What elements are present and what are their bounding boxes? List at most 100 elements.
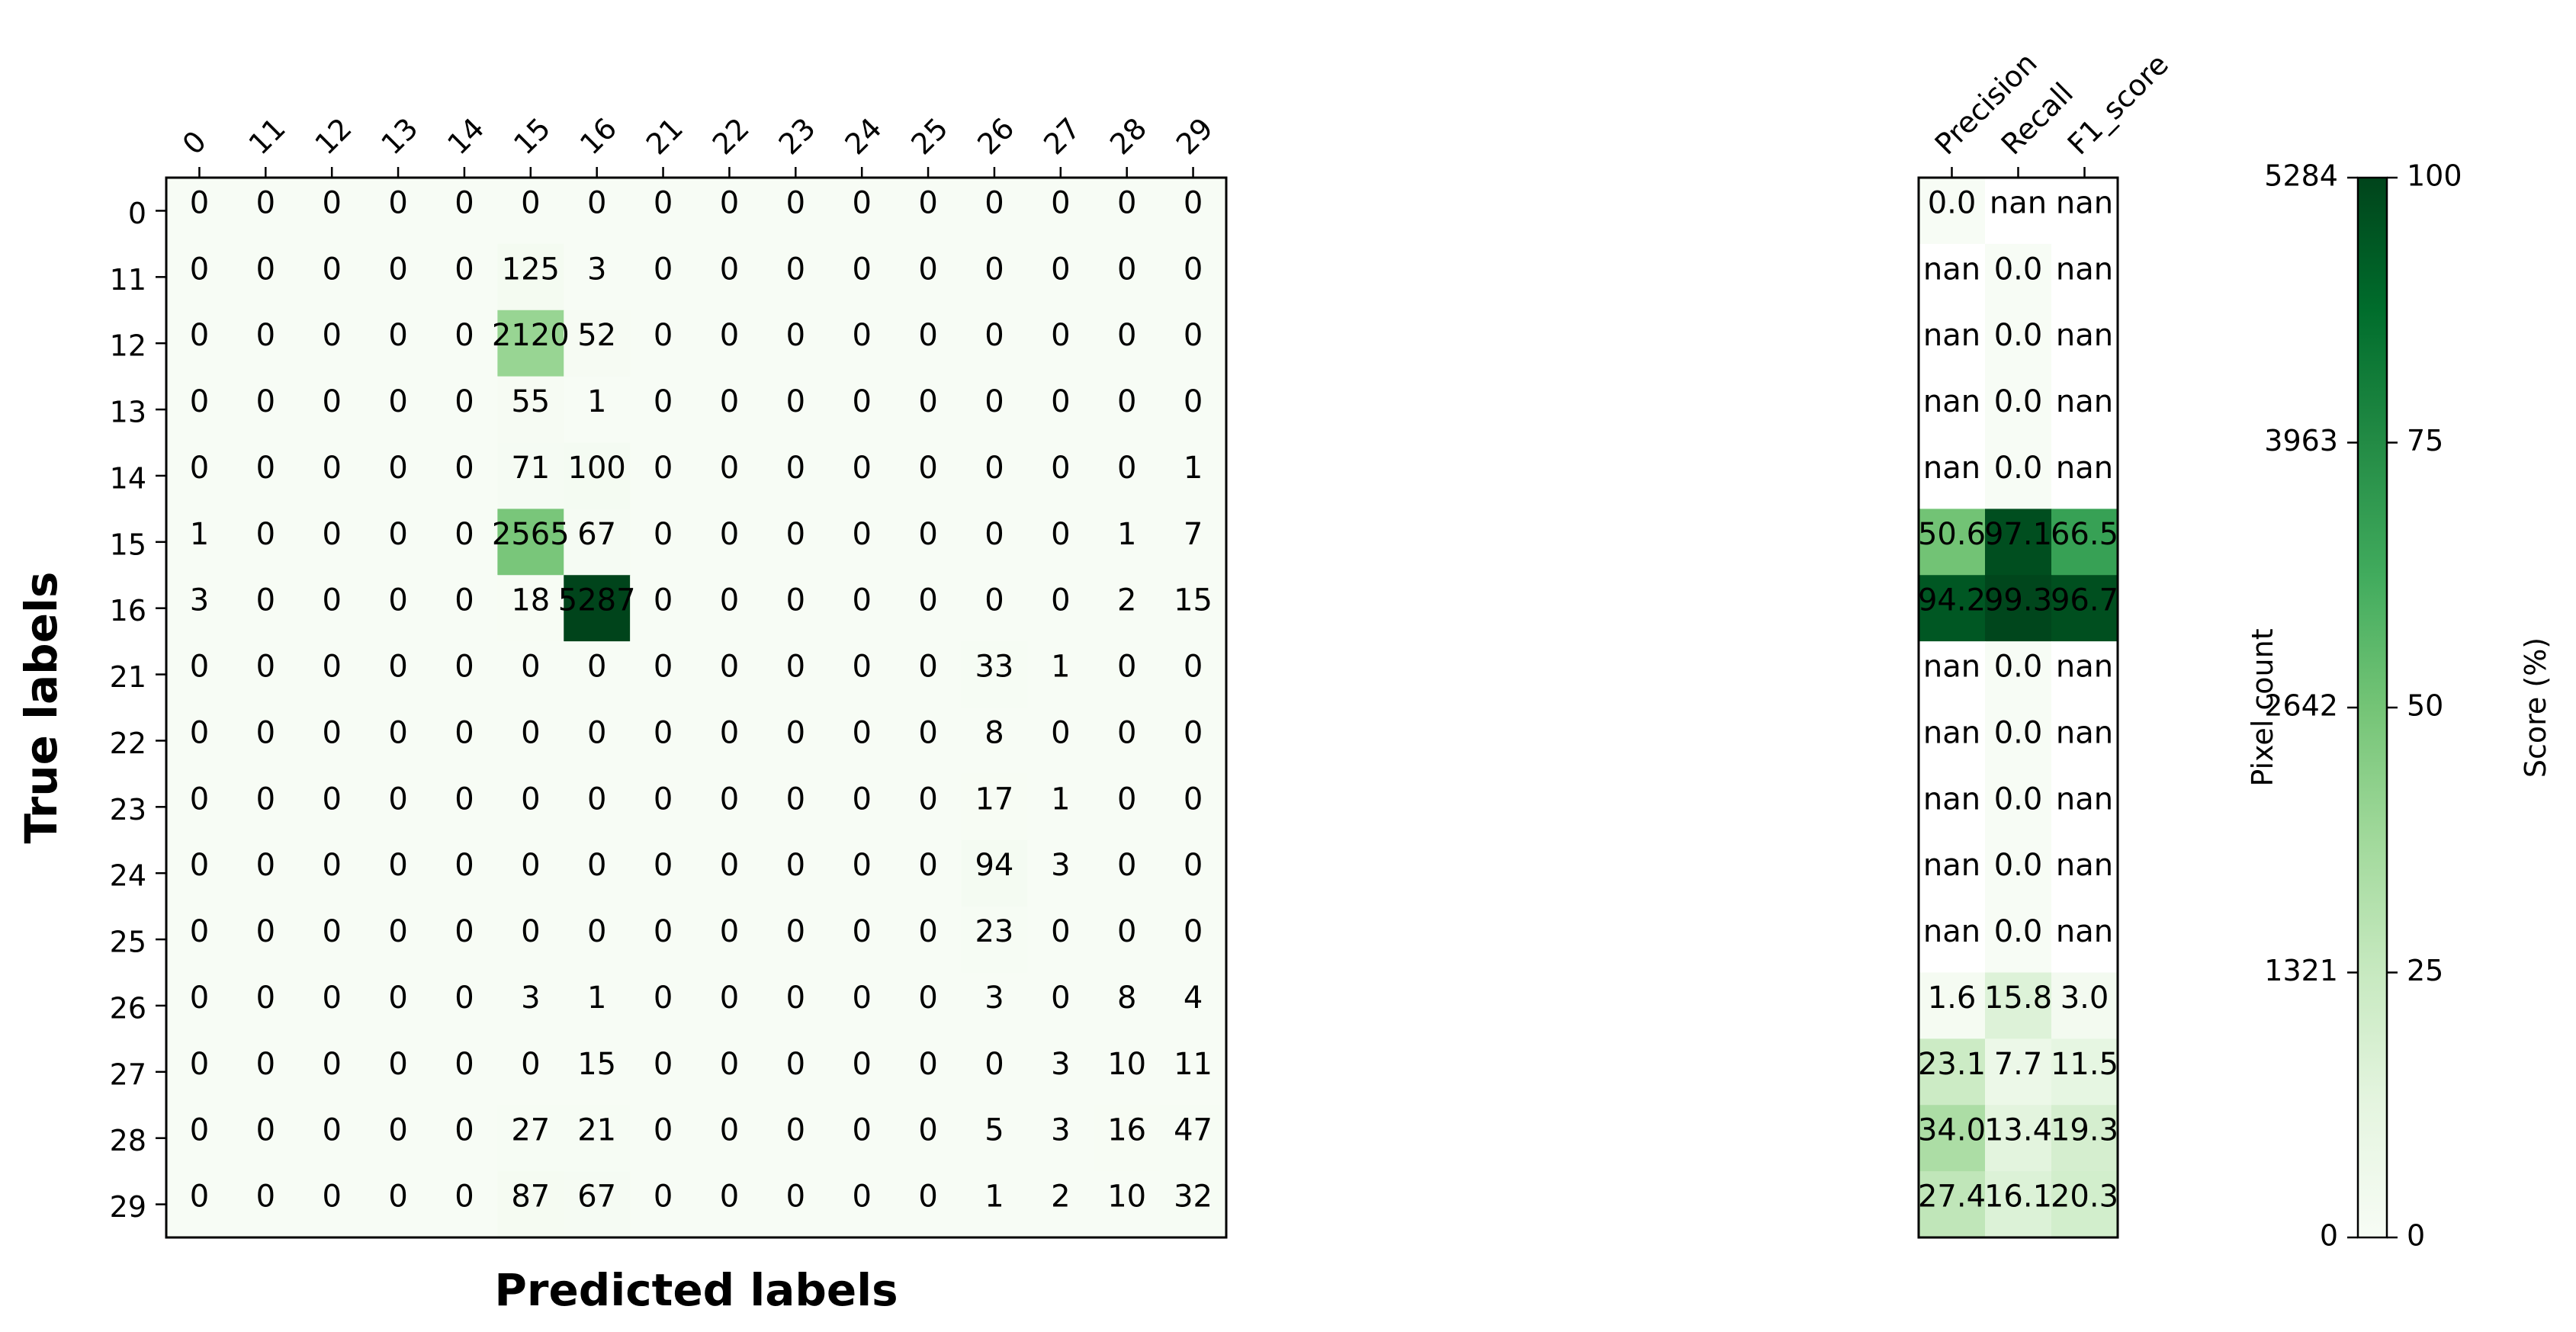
x-axis-title: Predicted labels xyxy=(494,1264,898,1316)
cell-value-label: 0 xyxy=(190,1047,209,1082)
heatmap-cell xyxy=(895,310,962,377)
metric-value-label: 99.3 xyxy=(1984,583,2052,618)
heatmap-cell xyxy=(564,178,631,245)
heatmap-cell xyxy=(1160,1038,1227,1106)
cell-value-label: 0 xyxy=(454,1180,474,1215)
heatmap-cell xyxy=(232,376,300,444)
metric-value-label: nan xyxy=(2056,451,2113,486)
heatmap-cell xyxy=(762,1105,830,1172)
y-tick-label: 28 xyxy=(110,1124,146,1157)
metric-value-label: 0.0 xyxy=(1994,318,2043,353)
y-tick-label: 0 xyxy=(128,197,146,230)
metric-cell xyxy=(1985,773,2052,841)
heatmap-cell xyxy=(762,376,830,444)
cell-value-label: 0 xyxy=(587,650,606,685)
metric-cell xyxy=(1919,972,1986,1039)
heatmap-cell xyxy=(166,442,233,509)
cell-value-label: 0 xyxy=(918,185,937,220)
metric-value-label: 0.0 xyxy=(1994,782,2043,817)
heatmap-cell xyxy=(696,442,763,509)
heatmap-cell xyxy=(828,839,896,907)
metric-cell xyxy=(1985,376,2052,444)
cell-value-label: 94 xyxy=(975,848,1013,883)
cell-value-label: 10 xyxy=(1107,1047,1146,1082)
heatmap-cell xyxy=(1160,641,1227,708)
metric-cell xyxy=(1919,1038,1986,1106)
cell-value-label: 0 xyxy=(388,252,407,287)
heatmap-cell xyxy=(630,839,697,907)
heatmap-cell xyxy=(564,509,631,576)
cell-value-label: 0 xyxy=(852,1113,871,1148)
heatmap-cell xyxy=(1027,376,1094,444)
metric-cell xyxy=(1919,310,1986,377)
cell-value-label: 17 xyxy=(975,782,1013,817)
cell-value-label: 0 xyxy=(521,650,540,685)
cell-value-label: 0 xyxy=(720,914,739,949)
y-tick-label: 23 xyxy=(110,793,146,826)
cell-value-label: 10 xyxy=(1107,1180,1146,1215)
cell-value-label: 0 xyxy=(918,517,937,552)
metric-value-label: nan xyxy=(2056,252,2113,287)
cell-value-label: 0 xyxy=(1184,715,1203,750)
heatmap-cell xyxy=(828,1105,896,1172)
heatmap-cell xyxy=(696,376,763,444)
heatmap-cell xyxy=(1094,906,1161,974)
cell-value-label: 0 xyxy=(852,1047,871,1082)
cell-value-label: 71 xyxy=(511,451,550,486)
heatmap-cell xyxy=(497,906,564,974)
cell-value-label: 0 xyxy=(720,451,739,486)
cell-value-label: 0 xyxy=(918,384,937,419)
heatmap-cell xyxy=(166,1171,233,1238)
cell-value-label: 0 xyxy=(388,1047,407,1082)
cell-value-label: 0 xyxy=(454,782,474,817)
heatmap-cell xyxy=(166,178,233,245)
cell-value-label: 0 xyxy=(1184,848,1203,883)
cell-value-label: 0 xyxy=(984,1047,1004,1082)
metric-value-label: 13.4 xyxy=(1984,1113,2052,1148)
heatmap-cell xyxy=(828,1171,896,1238)
cell-value-label: 0 xyxy=(454,650,474,685)
heatmap-cell xyxy=(365,1105,432,1172)
heatmap-cell xyxy=(630,708,697,775)
metric-value-label: 97.1 xyxy=(1984,517,2052,552)
x-tick-label: 29 xyxy=(1170,111,1219,161)
metric-cell xyxy=(1919,178,1986,245)
metric-cell xyxy=(2051,376,2118,444)
heatmap-cell xyxy=(365,310,432,377)
cell-value-label: 0 xyxy=(654,650,673,685)
heatmap-cell xyxy=(630,972,697,1039)
heatmap-cell xyxy=(961,1038,1028,1106)
cell-value-label: 0 xyxy=(654,848,673,883)
heatmap-cell xyxy=(630,376,697,444)
cell-value-label: 0 xyxy=(256,583,275,618)
metric-cell xyxy=(2051,575,2118,642)
y-tick-label: 15 xyxy=(110,528,146,561)
heatmap-cell xyxy=(1160,243,1227,311)
heatmap-cell xyxy=(895,773,962,841)
cell-value-label: 0 xyxy=(521,1047,540,1082)
heatmap-cell xyxy=(828,906,896,974)
x-tick-label: 28 xyxy=(1103,111,1153,161)
cell-value-label: 0 xyxy=(1051,583,1070,618)
cell-value-label: 0 xyxy=(720,1047,739,1082)
heatmap-cell xyxy=(365,906,432,974)
cell-value-label: 0 xyxy=(190,185,209,220)
heatmap-cell xyxy=(1027,773,1094,841)
heatmap-cell xyxy=(762,708,830,775)
cell-value-label: 0 xyxy=(388,583,407,618)
cell-value-label: 0 xyxy=(388,782,407,817)
metric-value-label: 34.0 xyxy=(1918,1113,1986,1148)
metric-cell xyxy=(2051,1105,2118,1172)
heatmap-cell xyxy=(232,972,300,1039)
metric-value-label: nan xyxy=(2056,848,2113,883)
heatmap-cell xyxy=(895,1105,962,1172)
heatmap-cell xyxy=(564,972,631,1039)
metric-cell xyxy=(2051,243,2118,311)
heatmap-cell xyxy=(696,243,763,311)
metric-value-label: nan xyxy=(1923,384,1980,419)
cell-value-label: 0 xyxy=(454,185,474,220)
cell-value-label: 0 xyxy=(852,252,871,287)
cell-value-label: 0 xyxy=(1051,185,1070,220)
metric-value-label: 23.1 xyxy=(1918,1047,1986,1082)
heatmap-cell xyxy=(564,641,631,708)
